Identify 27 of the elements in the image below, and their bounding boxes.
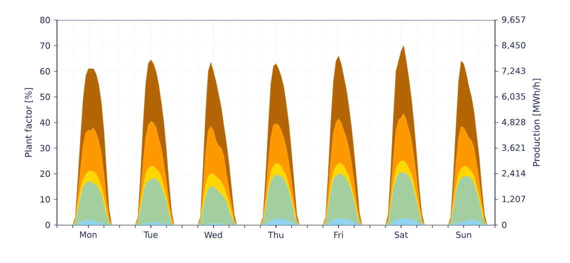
y2-tick-label: 1,207	[502, 196, 526, 204]
y-tick-label: 10	[40, 196, 50, 203]
x-tick-label: Sat	[394, 232, 408, 238]
y2-axis-title: Production [MWh/h]	[532, 78, 541, 166]
y-tick-label: 0	[46, 222, 50, 228]
y-tick-label: 60	[40, 68, 50, 74]
y-tick-label: 80	[40, 16, 50, 24]
y-tick-label: 50	[40, 94, 50, 100]
y2-tick-label: 6,035	[502, 93, 526, 101]
x-tick-label: Tue	[144, 232, 158, 238]
y2-tick-label: 8,450	[502, 42, 526, 50]
x-tick-label: Fri	[334, 232, 343, 238]
y2-tick-label: 7,243	[502, 68, 526, 75]
y2-tick-label: 2,414	[502, 170, 526, 178]
x-tick-label: Sun	[456, 232, 472, 238]
y2-tick-label: 0	[502, 222, 506, 228]
x-tick-label: Thu	[268, 232, 284, 238]
x-tick-label: Wed	[204, 232, 222, 238]
y2-tick-label: 9,657	[502, 16, 526, 24]
x-tick-label: Mon	[80, 232, 97, 238]
y2-tick-label: 3,621	[502, 144, 526, 152]
y-tick-label: 20	[40, 170, 50, 177]
y-tick-label: 70	[40, 42, 50, 49]
y2-tick-label: 4,828	[502, 118, 526, 126]
y-tick-label: 30	[40, 144, 50, 152]
y-axis-title: Plant factor [%]	[24, 88, 33, 157]
y-tick-label: 40	[40, 119, 50, 126]
